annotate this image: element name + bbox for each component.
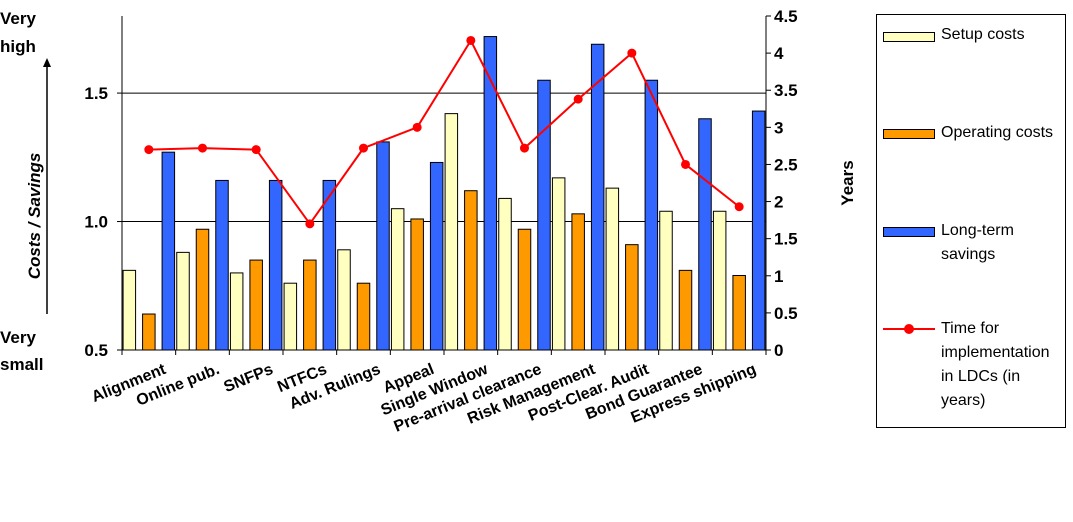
y2-tick-label: 1.5 — [774, 230, 798, 249]
legend-label-time: Time for implementation in LDCs (in year… — [941, 320, 1050, 409]
bar-long-term-savings-3 — [268, 179, 283, 351]
bar-operating-costs-11 — [678, 269, 693, 351]
bar-setup-costs-10 — [605, 187, 620, 351]
time-point-4 — [305, 219, 315, 229]
bar-setup-costs-8 — [498, 197, 512, 351]
bar-long-term-savings-9 — [590, 43, 605, 351]
legend-label-setup: Setup costs — [941, 26, 1025, 43]
bar-setup-costs-12 — [712, 210, 727, 351]
legend-swatch-time — [883, 324, 935, 334]
legend-swatch-setup — [883, 32, 935, 42]
time-point-9 — [573, 94, 583, 104]
x-tick-label: SNFPs — [221, 361, 275, 396]
time-point-6 — [412, 122, 422, 132]
bar-long-term-savings-5 — [376, 141, 390, 351]
bar-setup-costs-3 — [229, 272, 244, 351]
legend-label-operating: Operating costs — [941, 124, 1054, 141]
y2-tick-label: 0 — [774, 341, 783, 360]
bar-long-term-savings-4 — [322, 179, 337, 351]
time-point-2 — [198, 143, 207, 153]
legend-swatch-savings — [883, 227, 935, 237]
y-tick-label: 1.0 — [84, 213, 108, 232]
bar-operating-costs-1 — [142, 313, 156, 351]
time-point-12 — [734, 202, 744, 212]
y2-tick-label: 4.5 — [774, 7, 798, 26]
bar-setup-costs-1 — [122, 269, 137, 351]
y2-tick-label: 3.5 — [774, 81, 798, 100]
y2-tick-label: 0.5 — [774, 304, 798, 323]
bar-setup-costs-2 — [176, 251, 190, 351]
time-series-line — [148, 38, 740, 226]
bar-long-term-savings-12 — [751, 110, 766, 351]
bar-operating-costs-12 — [732, 274, 746, 351]
bar-operating-costs-6 — [410, 218, 424, 351]
y2-tick-label: 1 — [774, 267, 783, 286]
y2-tick-label: 4 — [774, 44, 784, 63]
time-point-3 — [251, 145, 261, 155]
bar-operating-costs-5 — [356, 282, 371, 351]
bar-operating-costs-10 — [625, 244, 639, 351]
bar-operating-costs-2 — [195, 228, 210, 351]
bar-long-term-savings-1 — [161, 151, 176, 351]
bar-setup-costs-7 — [444, 113, 459, 351]
y-label-bottom-1: Very — [0, 328, 36, 347]
bar-long-term-savings-11 — [698, 118, 712, 351]
bar-setup-costs-5 — [337, 249, 351, 351]
y2-axis-title: Years — [838, 160, 857, 205]
axis-labels: Very high Very small Costs / Savings Yea… — [0, 9, 857, 374]
y2-tick-label: 2 — [774, 193, 783, 212]
time-point-11 — [681, 159, 690, 169]
bar-long-term-savings-6 — [429, 161, 444, 351]
y2-tick-label: 2.5 — [774, 155, 798, 174]
y-label-top-1: Very — [0, 9, 36, 28]
legend: Setup costs Operating costs Long-term sa… — [876, 14, 1066, 428]
implementation-time-line — [144, 35, 744, 229]
time-point-8 — [520, 143, 529, 153]
bar-setup-costs-6 — [390, 208, 405, 351]
bar-setup-costs-11 — [659, 210, 673, 351]
y-tick-label: 0.5 — [84, 341, 108, 360]
gridlines — [122, 92, 766, 223]
y-tick-label: 1.5 — [84, 84, 108, 103]
y-axis-title: Costs / Savings — [25, 153, 44, 280]
legend-swatch-operating — [883, 129, 935, 139]
y2-tick-label: 3 — [774, 118, 783, 137]
bar-long-term-savings-2 — [215, 179, 229, 351]
bar-setup-costs-9 — [551, 177, 566, 351]
time-point-1 — [144, 145, 154, 155]
bar-long-term-savings-10 — [644, 79, 659, 351]
bar-operating-costs-3 — [249, 259, 263, 351]
bar-operating-costs-8 — [517, 228, 532, 351]
bar-long-term-savings-8 — [537, 79, 551, 351]
bar-operating-costs-9 — [571, 213, 585, 351]
time-point-7 — [466, 35, 476, 45]
bar-setup-costs-4 — [283, 282, 298, 351]
bar-operating-costs-4 — [303, 259, 317, 351]
y-label-top-2: high — [0, 37, 36, 56]
legend-label-savings: Long-term savings — [941, 222, 1014, 263]
bar-long-term-savings-7 — [483, 36, 498, 351]
time-point-10 — [627, 48, 637, 58]
time-point-5 — [359, 143, 368, 153]
y-scale-arrow — [43, 58, 51, 314]
bar-operating-costs-7 — [464, 190, 478, 351]
y-label-bottom-2: small — [0, 355, 43, 374]
